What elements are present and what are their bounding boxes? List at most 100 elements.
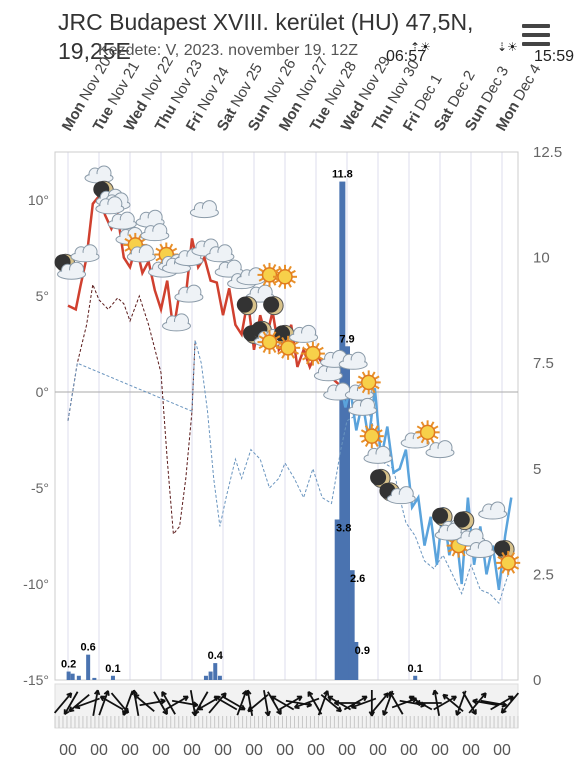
- precipitation-bars: 0.2 0.6 0.1 0.4 11.8 7.9 3.8 2.6 0.9 0.1: [61, 169, 423, 680]
- rain-cloud-weather-icon: [84, 165, 114, 190]
- wind-arrow: [462, 691, 477, 716]
- precip-bar: [344, 346, 350, 680]
- wind-arrow: [500, 692, 520, 714]
- wind-arrow: [53, 692, 73, 714]
- cloud-weather-icon: [162, 313, 191, 332]
- y-right-tick-label: 5: [533, 461, 541, 478]
- sun-weather-icon: [356, 370, 381, 395]
- cloud-icon: [348, 397, 377, 416]
- precip-bar: [76, 675, 81, 680]
- precip-bar: [339, 181, 346, 680]
- wind-arrow: [293, 697, 320, 710]
- hour-label: 00: [245, 742, 263, 759]
- cloud-icon: [338, 351, 368, 370]
- cloud-icon: [313, 363, 343, 382]
- wind-arrow: [388, 690, 404, 715]
- cloud-icon: [135, 209, 165, 228]
- wind-arrow: [213, 695, 238, 711]
- y-left-tick-label: -10°: [23, 576, 49, 592]
- precip-bar: [213, 663, 218, 680]
- wind-arrow: [343, 695, 368, 711]
- wind-arrow: [99, 695, 124, 711]
- moon-icon: [494, 539, 515, 559]
- hour-label: 00: [493, 742, 511, 759]
- precip-label: 2.6: [350, 573, 365, 585]
- wind-arrow: [317, 690, 330, 716]
- precip-label: 0.1: [105, 663, 120, 675]
- wind-arrow: [165, 695, 189, 711]
- cloud-icon: [95, 196, 125, 215]
- wind-arrow: [278, 695, 303, 711]
- cloud-weather-icon: [140, 223, 170, 242]
- cloud-icon: [84, 165, 114, 184]
- y-left-tick-label: -15°: [23, 672, 49, 688]
- menu-icon[interactable]: [522, 24, 550, 48]
- moon-icon: [236, 296, 258, 316]
- cloud-icon: [107, 211, 137, 230]
- precip-label: 0.9: [355, 645, 370, 657]
- sunrise-time: 06:57: [386, 48, 427, 65]
- precip-label: 7.9: [339, 333, 354, 345]
- precip-bar: [66, 671, 71, 680]
- precip-label: 11.8: [332, 169, 353, 181]
- moon-cloud-weather-icon: [54, 253, 87, 280]
- cloud-weather-icon: [107, 211, 137, 230]
- cloud-icon: [478, 501, 508, 520]
- wind-arrow: [370, 692, 390, 714]
- cloud-icon: [236, 267, 266, 286]
- precip-bar: [203, 675, 208, 680]
- cloud-weather-icon: [174, 284, 204, 303]
- hour-label: 00: [307, 742, 325, 759]
- wind-arrow: [92, 689, 101, 716]
- precip-bar: [348, 570, 355, 680]
- sun-weather-icon: [300, 341, 325, 366]
- hour-label: 00: [90, 742, 108, 759]
- cloud-weather-icon: [363, 445, 393, 464]
- cloud-icon: [205, 244, 235, 263]
- cloud-weather-icon: [189, 200, 219, 219]
- y-right-tick-label: 0: [533, 672, 541, 689]
- sunset-time: 15:59: [534, 48, 575, 65]
- moon-weather-icon: [370, 468, 391, 488]
- cloud-weather-icon: [425, 440, 455, 459]
- precip-label: 0.2: [61, 659, 76, 671]
- cloud-icon: [140, 223, 170, 242]
- cloud-weather-icon: [465, 539, 495, 558]
- cloud-icon: [363, 445, 393, 464]
- cloud-icon: [425, 440, 455, 459]
- dewpoint-line-warm: [67, 282, 196, 536]
- precip-label: 3.8: [336, 522, 351, 534]
- wind-arrow: [153, 691, 168, 716]
- axes: 10° 5° 0° -5° -10° -15° 12.5 10 7.5 5 2.5 0: [23, 144, 562, 689]
- plot-frame: [54, 151, 519, 681]
- moon-weather-icon: [263, 296, 284, 316]
- y-right-tick-label: 10: [533, 250, 550, 267]
- hour-label: 00: [152, 742, 170, 759]
- precip-bar: [92, 677, 97, 680]
- hour-label: 00: [183, 742, 201, 759]
- cloud-weather-icon: [478, 501, 508, 520]
- cloud-icon: [465, 539, 495, 558]
- precip-bar: [354, 641, 359, 680]
- moon-weather-icon: [236, 296, 258, 316]
- wind-arrow: [468, 692, 487, 714]
- moon-icon: [453, 511, 475, 531]
- sun-weather-icon: [273, 264, 297, 289]
- hour-label: 00: [369, 742, 387, 759]
- cloud-icon: [386, 486, 416, 505]
- sun-weather-icon: [496, 550, 521, 575]
- cloud-weather-icon: [338, 351, 368, 370]
- sun-icon: [415, 420, 440, 445]
- y-right-tick-label: 7.5: [533, 355, 554, 372]
- precip-bar: [334, 519, 341, 680]
- sun-icon: [359, 424, 384, 449]
- wind-arrow: [267, 691, 282, 716]
- cloud-icon: [126, 244, 156, 263]
- cloud-weather-icon: [135, 209, 165, 228]
- sun-icon: [496, 550, 521, 575]
- wind-arrow: [98, 690, 110, 716]
- wind-arrow: [63, 691, 79, 716]
- wind-arrow: [307, 690, 323, 715]
